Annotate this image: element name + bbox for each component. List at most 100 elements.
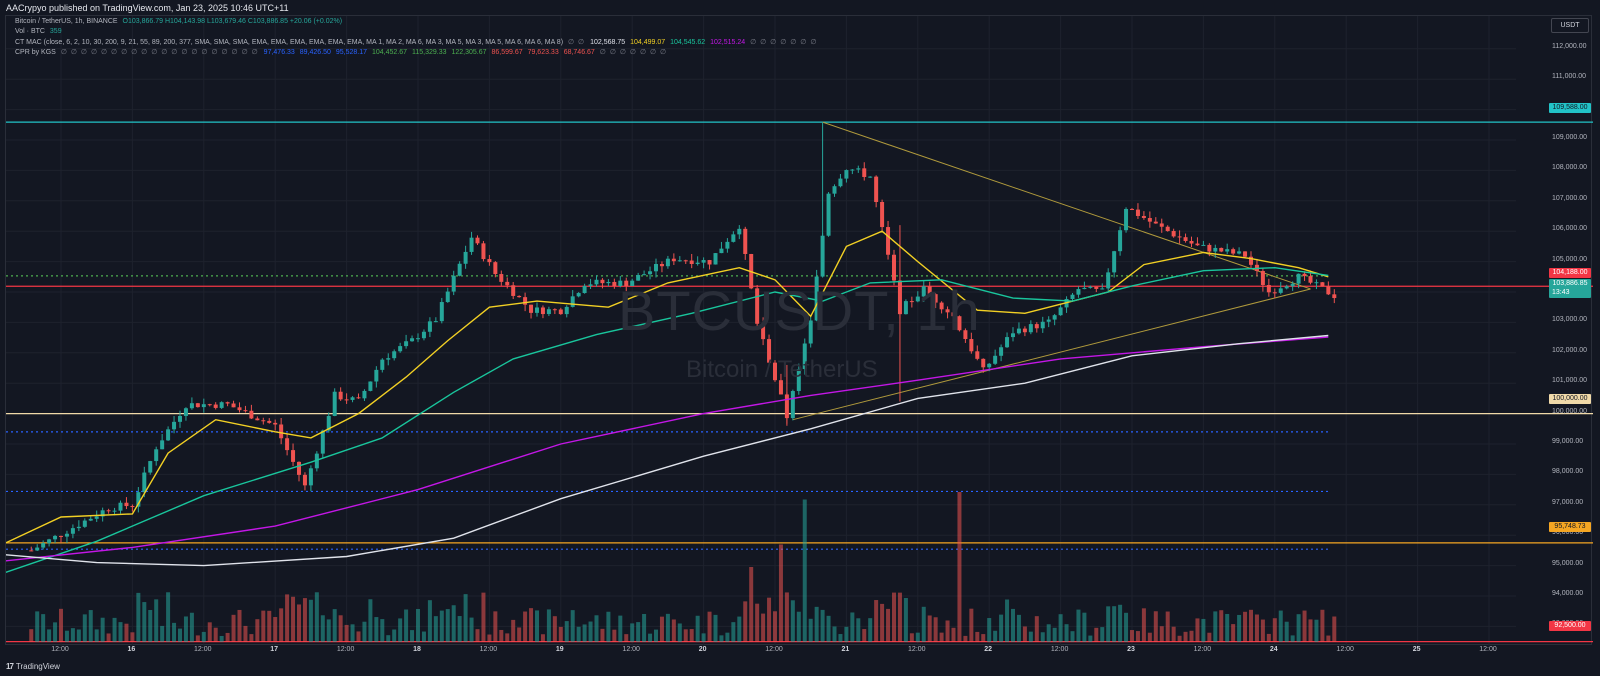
candle-body	[445, 291, 450, 303]
price-axis-tick: 100,000.00	[1552, 407, 1588, 415]
volume-bar	[457, 616, 462, 642]
price-axis-tick: 96,000.00	[1552, 529, 1584, 537]
volume-bar	[796, 611, 801, 642]
candle-body	[886, 227, 891, 255]
candle-body	[1243, 251, 1248, 257]
legend-cpr-label: CPR by KGS	[15, 49, 56, 56]
candle-body	[671, 258, 676, 262]
volume-bar	[511, 619, 516, 642]
candle-body	[796, 369, 801, 392]
volume-bar	[1130, 630, 1134, 642]
time-axis-tick: 12:00	[336, 646, 355, 653]
candle-body	[160, 440, 165, 450]
candle-body	[344, 399, 349, 401]
candle-body	[1106, 272, 1111, 289]
volume-bar	[897, 592, 902, 642]
volume-bar	[945, 620, 950, 642]
volume-bar	[47, 629, 52, 642]
candle-body	[511, 285, 516, 296]
candle-body	[642, 274, 647, 276]
bottom-level-price-label: 92,500.00	[1549, 621, 1591, 631]
volume-bar	[481, 592, 486, 642]
candle-body	[493, 262, 498, 275]
candle-body	[249, 410, 254, 419]
candle-body	[273, 422, 278, 425]
candle-body	[588, 284, 593, 286]
volume-bar	[654, 629, 658, 642]
volume-bar	[1254, 614, 1259, 642]
top-bar: AACrypyo published on TradingView.com, J…	[0, 0, 1600, 15]
volume-bar	[582, 624, 587, 642]
volume-bar	[88, 610, 93, 642]
candle-body	[297, 461, 301, 475]
legend-ct-mac[interactable]: CT MAC (close, 6, 2, 10, 30, 200, 9, 21,…	[15, 38, 820, 46]
volume-bar	[1016, 614, 1021, 642]
volume-bar	[570, 610, 575, 642]
volume-bar	[1011, 608, 1015, 642]
time-axis-tick: 17	[270, 646, 279, 653]
currency-button[interactable]: USDT	[1551, 18, 1589, 33]
volume-bar	[178, 628, 182, 642]
volume-bar	[993, 630, 998, 642]
volume-bar	[630, 623, 635, 642]
legend-cpr-dots: ∅ ∅ ∅ ∅ ∅ ∅ ∅ ∅ ∅ ∅ ∅ ∅ ∅ ∅ ∅ ∅ ∅ ∅ ∅ ∅	[60, 49, 259, 56]
legend-cpr[interactable]: CPR by KGS ∅ ∅ ∅ ∅ ∅ ∅ ∅ ∅ ∅ ∅ ∅ ∅ ∅ ∅ ∅…	[15, 48, 670, 56]
candle-body	[1011, 333, 1015, 338]
candle-body	[909, 301, 914, 303]
candle-body	[368, 381, 373, 391]
candle-body	[207, 404, 212, 406]
candle-body	[903, 301, 908, 315]
price-axis-tick: 103,000.00	[1552, 316, 1588, 324]
candle-body	[148, 461, 153, 473]
candle-body	[713, 253, 718, 265]
volume-bar	[469, 617, 474, 642]
volume-bar	[59, 608, 63, 642]
tradingview-brand[interactable]: 17 TradingView	[6, 662, 60, 671]
volume-bar	[207, 622, 212, 642]
candle-body	[308, 468, 313, 486]
volume-bar	[380, 619, 385, 642]
volume-bar	[987, 618, 992, 642]
candle-body	[987, 363, 992, 368]
volume-bar	[975, 631, 980, 642]
candle-body	[219, 402, 224, 408]
price-chart[interactable]	[6, 16, 1593, 646]
candle-body	[546, 309, 551, 315]
volume-bar	[850, 612, 855, 642]
candle-body	[951, 312, 956, 317]
candle-body	[1237, 251, 1242, 254]
candle-body	[558, 309, 563, 315]
candle-body	[540, 307, 545, 315]
volume-bar	[880, 603, 885, 642]
time-axis-tick: 12:00	[194, 646, 212, 653]
volume-bar	[445, 609, 450, 642]
volume-bar	[1159, 626, 1164, 642]
moving-average-line	[6, 334, 1329, 567]
volume-bar	[1177, 635, 1182, 642]
candle-body	[243, 410, 248, 412]
volume-bar	[856, 618, 861, 642]
candle-body	[172, 421, 177, 430]
legend-symbol-name: Bitcoin / TetherUS, 1h, BINANCE	[15, 18, 118, 25]
volume-bar	[475, 629, 480, 642]
chart-pane[interactable]: BTCUSDT, 1h Bitcoin / TetherUS Bitcoin /…	[5, 15, 1593, 646]
volume-bar	[1308, 619, 1313, 642]
candle-body	[517, 295, 522, 298]
candle-body	[1260, 270, 1265, 286]
candle-body	[790, 391, 795, 419]
legend-volume[interactable]: Vol · BTC 359	[15, 28, 65, 35]
candle-body	[874, 176, 879, 203]
legend-symbol[interactable]: Bitcoin / TetherUS, 1h, BINANCE O103,866…	[15, 18, 345, 25]
time-axis-tick: 18	[413, 646, 421, 653]
volume-bar	[737, 616, 742, 642]
volume-bar	[433, 616, 438, 642]
volume-bar	[106, 633, 111, 642]
candle-body	[1183, 237, 1188, 241]
volume-bar	[677, 623, 682, 642]
price-axis-tick: 111,000.00	[1552, 73, 1586, 81]
candle-body	[1284, 286, 1289, 289]
volume-bar	[493, 611, 498, 642]
candle-body	[624, 280, 629, 287]
volume-bar	[1034, 616, 1039, 642]
price-axis-tick: 95,000.00	[1552, 559, 1584, 567]
